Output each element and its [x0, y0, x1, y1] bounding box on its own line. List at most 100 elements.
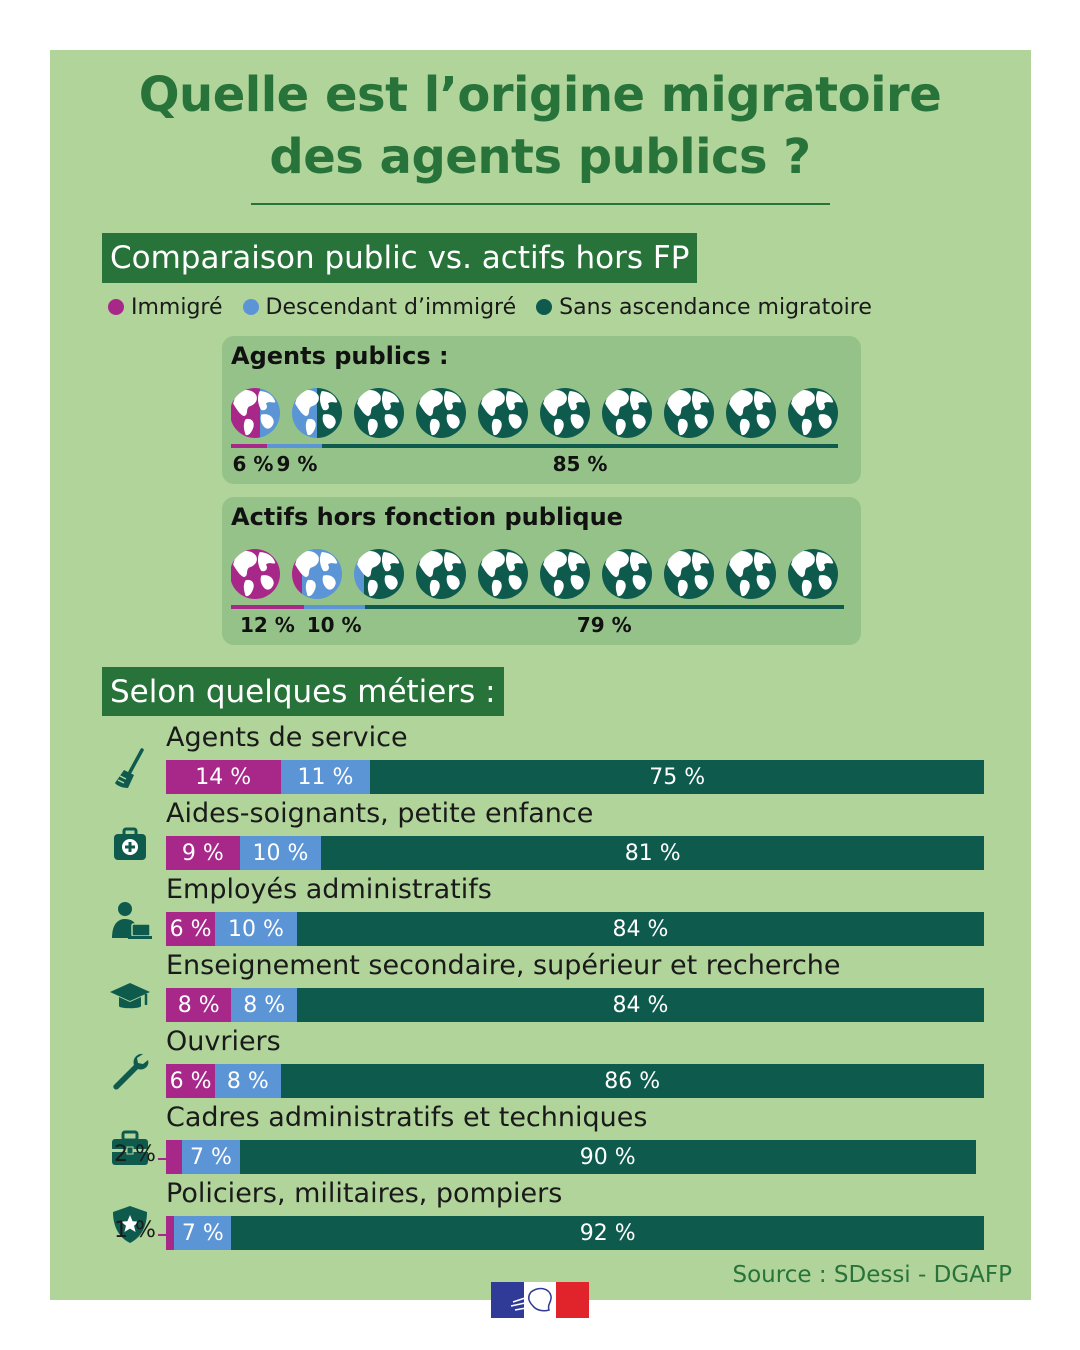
proportion-line [231, 444, 838, 448]
bar-segment: 6 % [166, 912, 216, 946]
office-worker-icon [112, 902, 152, 939]
broom-icon [115, 748, 144, 788]
bar-segment: 92 % [231, 1216, 984, 1250]
compare-box-actifs-hors-fp: Actifs hors fonction publique 12 % 10 % 79 … [222, 497, 861, 645]
globe-row [230, 549, 851, 601]
percent-labels: 12 % 10 % 79 % [231, 613, 838, 641]
wrench-icon [113, 1053, 149, 1090]
title-line-2: des agents publics ? [269, 129, 811, 185]
bar-segment: 81 % [321, 836, 984, 870]
compare-box-agents-publics: Agents publics : 6 % 9 % 85 % [222, 336, 861, 484]
metier-name: Agents de service [166, 722, 408, 753]
metier-row: Employés administratifs 6 % 10 % 84 % [104, 874, 984, 952]
police-badge-icon [113, 1206, 147, 1243]
globe-icon [416, 388, 466, 438]
legend-item: Immigré [108, 295, 223, 320]
stacked-bar: 6 % 10 % 84 % [166, 912, 984, 946]
bar-segment: 84 % [296, 912, 984, 946]
bar-segment: 10 % [239, 836, 322, 870]
metier-name: Employés administratifs [166, 874, 492, 905]
bar-segment: 84 % [296, 988, 984, 1022]
bar-label-outside: 2 % [114, 1142, 156, 1167]
legend-label: Immigré [131, 294, 223, 320]
bar-segment: 6 % [166, 1064, 216, 1098]
stacked-bar: 7 % 90 % [166, 1140, 984, 1174]
republique-francaise-logo [491, 1282, 589, 1318]
globe-icon [602, 388, 652, 438]
proportion-segment [267, 444, 323, 448]
source-note: Source : SDessi - DGAFP [732, 1262, 1012, 1288]
proportion-segment [303, 605, 365, 609]
compare-title: Actifs hors fonction publique [231, 503, 623, 531]
legend-dot-icon [242, 299, 259, 315]
globe-icon [292, 549, 342, 599]
metier-name: Policiers, militaires, pompiers [166, 1178, 563, 1209]
globe-icon [726, 549, 776, 599]
globe-icon [726, 388, 776, 438]
briefcase-icon [112, 1130, 148, 1165]
globe-pictogram [230, 388, 838, 438]
percent-label: 79 % [576, 613, 632, 637]
stacked-bar: 14 % 11 % 75 % [166, 760, 984, 794]
bar-segment: 8 % [166, 988, 232, 1022]
stacked-bar: 7 % 92 % [166, 1216, 984, 1250]
metier-name: Ouvriers [166, 1026, 281, 1057]
bar-segment: 86 % [280, 1064, 984, 1098]
bar-segment [166, 1140, 183, 1174]
section-comparison-label: Comparaison public vs. actifs hors FP [102, 233, 698, 283]
metier-row: Policiers, militaires, pompiers 1 % 7 % 92 … [104, 1178, 984, 1256]
metier-name: Enseignement secondaire, supérieur et re… [166, 950, 841, 981]
proportion-line [231, 605, 845, 609]
bar-segment: 90 % [239, 1140, 976, 1174]
bar-segment: 75 % [370, 760, 984, 794]
metier-row: Ouvriers 6 % 8 % 86 % [104, 1026, 984, 1104]
stacked-bar: 9 % 10 % 81 % [166, 836, 984, 870]
globe-icon [540, 388, 590, 438]
globe-icon [602, 549, 652, 599]
bar-segment: 8 % [231, 988, 297, 1022]
label-leader-line [158, 1234, 166, 1236]
compare-title: Agents publics : [231, 342, 449, 370]
medical-kit-icon [114, 827, 146, 860]
metier-row: Cadres administratifs et techniques 2 % 7 … [104, 1102, 984, 1180]
globe-icon [788, 549, 838, 599]
bar-segment: 7 % [182, 1140, 240, 1174]
percent-labels: 6 % 9 % 85 % [231, 452, 838, 480]
page-title: Quelle est l’origine migratoire des agen… [0, 64, 1080, 188]
globe-pictogram [230, 549, 838, 599]
percent-label: 6 % [232, 452, 274, 476]
bar-segment: 8 % [215, 1064, 281, 1098]
section-metiers-label: Selon quelques métiers : [102, 667, 504, 716]
globe-icon [230, 549, 280, 599]
bar-segment: 14 % [166, 760, 281, 794]
legend: Immigré Descendant d’immigré Sans ascendan… [108, 290, 892, 324]
stacked-bar: 8 % 8 % 84 % [166, 988, 984, 1022]
proportion-segment [231, 605, 304, 609]
bar-segment: 9 % [166, 836, 240, 870]
bar-segment: 7 % [174, 1216, 232, 1250]
globe-icon [788, 388, 838, 438]
globe-icon [664, 549, 714, 599]
proportion-segment [322, 444, 838, 448]
title-line-1: Quelle est l’origine migratoire [138, 67, 942, 123]
graduation-cap-icon [110, 983, 150, 1009]
globe-icon [416, 549, 466, 599]
globe-icon [478, 549, 528, 599]
proportion-segment [364, 605, 845, 609]
percent-label: 10 % [306, 613, 362, 637]
legend-dot-icon [108, 299, 124, 315]
metier-name: Cadres administratifs et techniques [166, 1102, 648, 1133]
legend-item: Descendant d’immigré [242, 294, 517, 320]
bar-label-outside: 1 % [114, 1218, 156, 1243]
legend-label: Sans ascendance migratoire [559, 294, 872, 320]
percent-label: 12 % [239, 613, 295, 637]
metier-row: Agents de service 14 % 11 % 75 % [104, 722, 984, 800]
globe-icon [292, 388, 342, 438]
legend-label: Descendant d’immigré [265, 294, 517, 320]
globe-icon [664, 388, 714, 438]
label-leader-line [158, 1158, 166, 1160]
globe-row [230, 388, 851, 440]
stacked-bar: 6 % 8 % 86 % [166, 1064, 984, 1098]
globe-icon [540, 549, 590, 599]
proportion-segment [231, 444, 268, 448]
